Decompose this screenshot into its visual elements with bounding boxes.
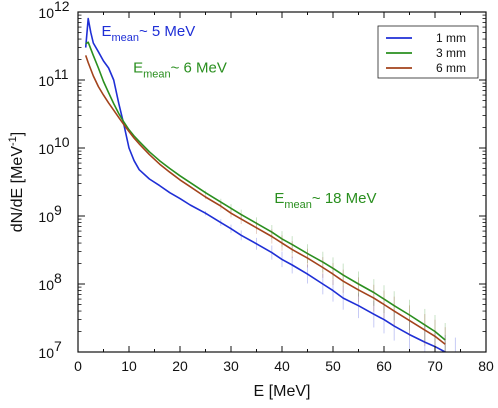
x-tick-label: 10 <box>121 358 137 374</box>
annotation-suffix: ~ 18 MeV <box>312 190 377 207</box>
annotation-prefix: E <box>101 23 111 40</box>
x-tick-label: 30 <box>223 358 239 374</box>
annotation-emean: Emean~ 6 MeV <box>133 59 227 80</box>
annotation-subscript: mean <box>111 32 139 44</box>
y-tick-label: 10 <box>38 141 54 157</box>
y-axis-title-sup: -1 <box>7 136 19 146</box>
x-axis-title: E [MeV] <box>254 383 311 400</box>
x-tick-label: 20 <box>172 358 188 374</box>
x-tick-label: 50 <box>325 358 341 374</box>
y-tick-label: 10 <box>38 277 54 293</box>
y-tick-label: 10 <box>38 73 54 89</box>
y-tick-exponent: 12 <box>54 0 70 14</box>
y-tick-exponent: 8 <box>54 270 62 286</box>
x-tick-label: 70 <box>427 358 443 374</box>
series-line-1mm <box>84 17 448 352</box>
legend-label: 3 mm <box>436 46 466 60</box>
series-group <box>84 17 456 352</box>
annotation-emean: Emean~ 18 MeV <box>274 190 376 211</box>
y-tick-exponent: 7 <box>54 338 62 354</box>
y-tick-label: 10 <box>38 345 54 361</box>
y-tick-label: 10 <box>38 5 54 21</box>
y-axis-title-main: dN/dE [MeV <box>9 146 26 233</box>
y-tick-label: 10 <box>38 209 54 225</box>
annotation-prefix: E <box>133 59 143 76</box>
legend-box <box>377 25 479 79</box>
annotation-suffix: ~ 5 MeV <box>139 23 195 40</box>
series-layer <box>84 17 456 352</box>
x-tick-label: 0 <box>74 358 82 374</box>
series-line-6mm <box>84 55 446 345</box>
legend-label: 6 mm <box>436 61 466 75</box>
annotation-suffix: ~ 6 MeV <box>171 59 227 76</box>
y-axis-title: dN/dE [MeV-1] <box>7 132 26 233</box>
annotation-prefix: E <box>274 190 284 207</box>
annotation-emean: Emean~ 5 MeV <box>101 23 195 44</box>
x-tick-label: 80 <box>478 358 494 374</box>
legend-label: 1 mm <box>436 31 466 45</box>
y-tick-exponent: 9 <box>54 202 62 218</box>
legend: 1 mm3 mm6 mm <box>377 25 479 79</box>
y-tick-exponent: 11 <box>54 66 69 82</box>
y-tick-exponent: 10 <box>54 134 70 150</box>
x-tick-label: 60 <box>376 358 392 374</box>
y-axis-title-close: ] <box>9 132 26 136</box>
x-tick-label: 40 <box>274 358 290 374</box>
series-line-3mm <box>85 41 446 341</box>
annotation-subscript: mean <box>284 199 312 211</box>
annotation-subscript: mean <box>143 68 171 80</box>
